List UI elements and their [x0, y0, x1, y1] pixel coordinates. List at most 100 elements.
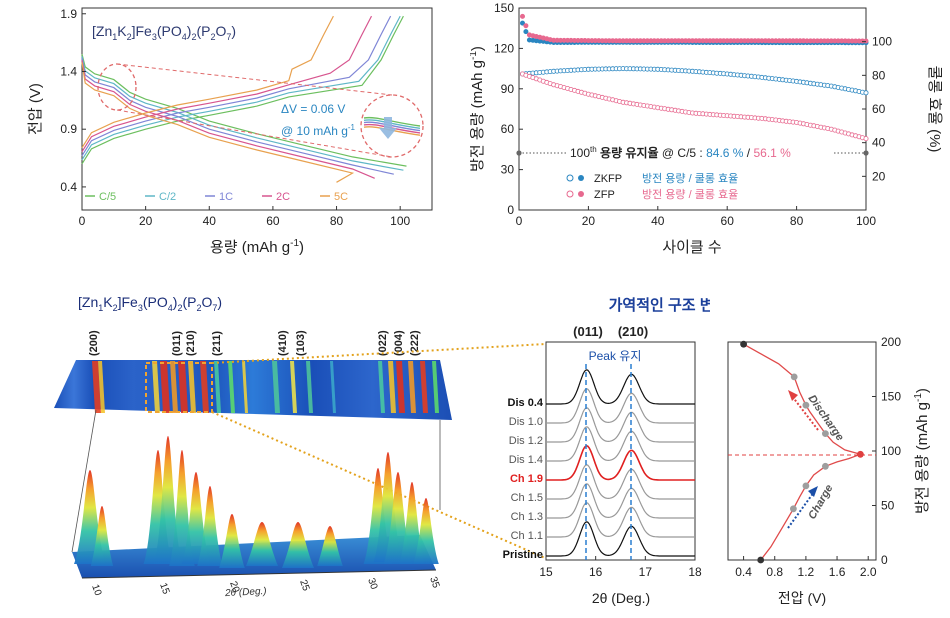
- y-tick-right-label: 20: [872, 169, 886, 183]
- surface-x-tick-label: 15: [157, 582, 171, 597]
- x-tick-label: 15: [539, 565, 553, 579]
- state-marker: [740, 340, 747, 348]
- x-tick-label: 1.6: [829, 565, 846, 579]
- trace-labels: Dis 0.4 Dis 1.0 Dis 1.2 Dis 1.4 Ch 1.9 Ch 1.5…: [503, 397, 544, 561]
- cycling-legend: ZKFP 방전 용량 / 쿨롱 효율 ZFP 방전 용량 / 쿨롱 효율: [566, 172, 738, 201]
- peak-labels: (200) (011) (210) (211) (410) (103) (022) (004)…: [88, 330, 421, 356]
- contour-stripe: [178, 361, 188, 413]
- contour-stripe: [388, 361, 396, 413]
- trace-label: Ch 1.5: [511, 492, 543, 504]
- legend-label: 1C: [219, 191, 233, 203]
- x-axis-label: 사이클 수: [662, 239, 721, 256]
- legend-series-name: ZFP: [594, 189, 615, 201]
- xrd-trace: [546, 445, 695, 481]
- plot-frame: [81, 7, 433, 211]
- contour-stripe: [432, 361, 439, 413]
- state-marker: [757, 556, 765, 564]
- data-point: [520, 20, 526, 26]
- guide-line-left: [71, 409, 97, 553]
- x-tick-label: 60: [266, 214, 280, 228]
- y-tick-left-label: 90: [501, 82, 515, 96]
- curve-charge-1C: [81, 15, 392, 157]
- data-point: [863, 136, 869, 142]
- voltage-capacity-curve: [740, 340, 864, 564]
- legend-series-desc: 방전 용량 / 쿨롱 효율: [642, 188, 738, 201]
- curve-charge-C-2: [81, 15, 401, 161]
- zoom-region-ellipse: [97, 63, 137, 111]
- curve-discharge-1C: [81, 58, 394, 175]
- x-tick-label: 17: [639, 565, 653, 579]
- legend-filled-marker: [578, 191, 584, 197]
- rate-legend: C/5 C/2 1C 2C 5C: [85, 191, 348, 203]
- legend-label: 5C: [334, 191, 348, 203]
- x-tick-label: 0: [516, 214, 523, 228]
- peak-label: (211): [211, 331, 223, 356]
- surface-x-tick-label: 30: [365, 577, 379, 592]
- x-axis-label: 2θ (Deg.): [592, 590, 650, 606]
- zoom-line-top: [211, 343, 545, 364]
- curve-discharge-C-5: [81, 54, 407, 167]
- contour-stripe: [170, 361, 178, 413]
- highlight-box: [145, 362, 213, 413]
- trace-label: Pristine: [503, 549, 543, 561]
- peak-label: (210): [185, 330, 197, 356]
- x-axis-label: 용량 (mAh g-1): [210, 238, 304, 256]
- surface-x-tick-label: 35: [427, 575, 441, 590]
- discharge-arrow: [791, 395, 819, 431]
- axis-ticks: 15 16 17 18: [539, 556, 702, 579]
- y-tick-left-label: 60: [501, 122, 515, 136]
- trace-label: Dis 1.0: [509, 416, 543, 428]
- stacked-xrd-chart: 가역적인 구조 변화 (011) (210) Peak 유지 Dis 0.4Di…: [470, 280, 710, 618]
- contour-stripe: [290, 361, 297, 413]
- delta-v-annotation: ΔV = 0.06 V: [281, 102, 345, 116]
- surface-x-label: 2θ (Deg.): [224, 586, 267, 599]
- cycling-chart: 100th 용량 유지율 @ C/5 : 84.6 % / 56.1 % ZKF…: [470, 0, 950, 280]
- peak-label: (222): [409, 330, 421, 356]
- xrd-traces: [546, 369, 695, 557]
- surface-axis: 10 15 20 25 30 35: [81, 569, 441, 598]
- surface-peak: [282, 522, 314, 568]
- inset-arrow: [379, 117, 397, 139]
- xrd-trace: [546, 502, 695, 538]
- x-tick-label: 0.4: [735, 565, 752, 579]
- formula-label: [Zn1K2]Fe3(PO4)2(P2O7): [92, 23, 236, 42]
- contour-stripe: [330, 361, 336, 413]
- curve-discharge-C-2: [81, 56, 404, 171]
- surface-peak: [246, 522, 278, 566]
- x-tick-label: 100: [390, 214, 410, 228]
- surface-peak: [219, 514, 245, 568]
- retention-left-marker: [516, 150, 522, 156]
- charge-discharge-chart: Discharge Charge 0.4 0.8 1.2 1.6 2.0 0 50 100 15…: [710, 280, 950, 618]
- contour-stripe: [306, 361, 313, 413]
- xrd-trace: [546, 483, 695, 519]
- xrd-formula-title: [Zn1K2]Fe3(PO4)2(P2O7): [78, 294, 222, 313]
- x-tick-label: 18: [688, 565, 702, 579]
- legend-label: C/5: [99, 191, 116, 203]
- xrd-trace: [546, 464, 695, 500]
- legend-open-marker: [566, 174, 574, 182]
- contour-stripe: [378, 361, 385, 413]
- current-density-annotation: @ 10 mAh g-1: [281, 123, 356, 138]
- legend-open-marker: [566, 190, 574, 198]
- surface-x-tick-label: 10: [89, 583, 103, 598]
- data-point: [520, 13, 526, 19]
- x-tick-label: 0: [79, 214, 86, 228]
- xrd-trace: [546, 388, 695, 424]
- state-marker: [822, 430, 829, 437]
- surface-peak: [90, 506, 114, 566]
- trace-label: Ch 1.9: [510, 473, 543, 485]
- retention-right-marker: [863, 150, 869, 156]
- trace-label: Dis 0.4: [508, 397, 544, 409]
- contour-stripe: [160, 361, 170, 413]
- x-tick-label: 60: [721, 214, 735, 228]
- peak-label: (011): [171, 331, 183, 356]
- peak-label: (200): [88, 330, 100, 356]
- y-tick-right-label: 60: [872, 102, 886, 116]
- contour-stripe: [152, 361, 160, 413]
- y-axis-left-label: 방전 용량 (mAh g-1): [470, 46, 486, 172]
- discharge-arrowhead: [788, 390, 798, 401]
- retention-text-bg: [566, 143, 832, 161]
- contour-stripe: [408, 361, 416, 413]
- y-tick-label: 1.9: [60, 7, 77, 21]
- charge-arrow: [787, 491, 815, 529]
